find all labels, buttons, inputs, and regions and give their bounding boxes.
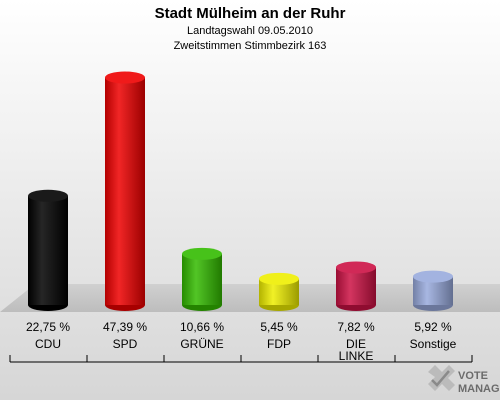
value-label: 7,82 %	[337, 320, 375, 334]
category-label: FDP	[267, 337, 291, 351]
bar-6	[413, 270, 453, 311]
bar-body	[336, 267, 376, 305]
chart-subtitle-2: Zweitstimmen Stimmbezirk 163	[174, 40, 327, 52]
chart-title: Stadt Mülheim an der Ruhr	[155, 5, 346, 22]
bar-top	[105, 71, 145, 84]
value-label: 10,66 %	[180, 320, 224, 334]
bar-4	[259, 272, 299, 311]
vote-manager-logo: VOTE MANAGER	[428, 365, 500, 395]
bar-3	[182, 247, 222, 311]
bar-body	[105, 77, 145, 305]
bar-top	[28, 189, 68, 202]
logo-text-vote: VOTE	[458, 370, 488, 382]
bars-group	[28, 71, 453, 311]
category-label: GRÜNE	[180, 337, 223, 351]
value-label: 5,45 %	[260, 320, 298, 334]
bar-top	[336, 261, 376, 274]
logo-text-manager: MANAGER	[458, 383, 500, 395]
category-label: Sonstige	[410, 337, 457, 351]
bar-2	[105, 71, 145, 311]
bar-body	[182, 253, 222, 305]
bar-body	[28, 195, 68, 305]
value-label: 5,92 %	[414, 320, 452, 334]
category-label: DIE	[346, 337, 366, 351]
category-label: CDU	[35, 337, 61, 351]
value-label: 22,75 %	[26, 320, 70, 334]
bar-5	[336, 261, 376, 311]
bar-top	[259, 272, 299, 285]
value-label: 47,39 %	[103, 320, 147, 334]
category-label: LINKE	[339, 349, 374, 363]
category-axis	[9, 355, 473, 363]
bar-1	[28, 189, 68, 311]
chart-subtitle: Landtagswahl 09.05.2010	[187, 25, 313, 37]
checkmark-cross-icon	[428, 365, 455, 391]
value-labels-group: 22,75 % 47,39 % 10,66 % 5,45 % 7,82 % 5,92 %	[26, 320, 452, 334]
bar-top	[413, 270, 453, 283]
category-label: SPD	[113, 337, 138, 351]
bar-top	[182, 247, 222, 260]
